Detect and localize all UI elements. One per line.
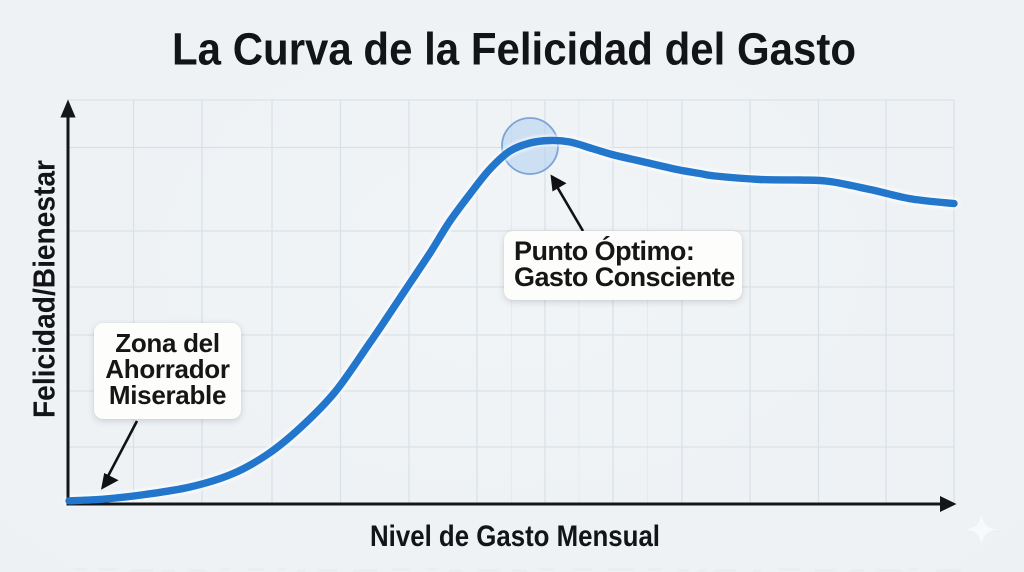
svg-text:Felicidad/Bienestar: Felicidad/Bienestar [27, 160, 62, 418]
svg-text:La Curva de la Felicidad del G: La Curva de la Felicidad del Gasto [172, 24, 856, 75]
svg-text:Nivel de Gasto Mensual: Nivel de Gasto Mensual [370, 520, 660, 553]
